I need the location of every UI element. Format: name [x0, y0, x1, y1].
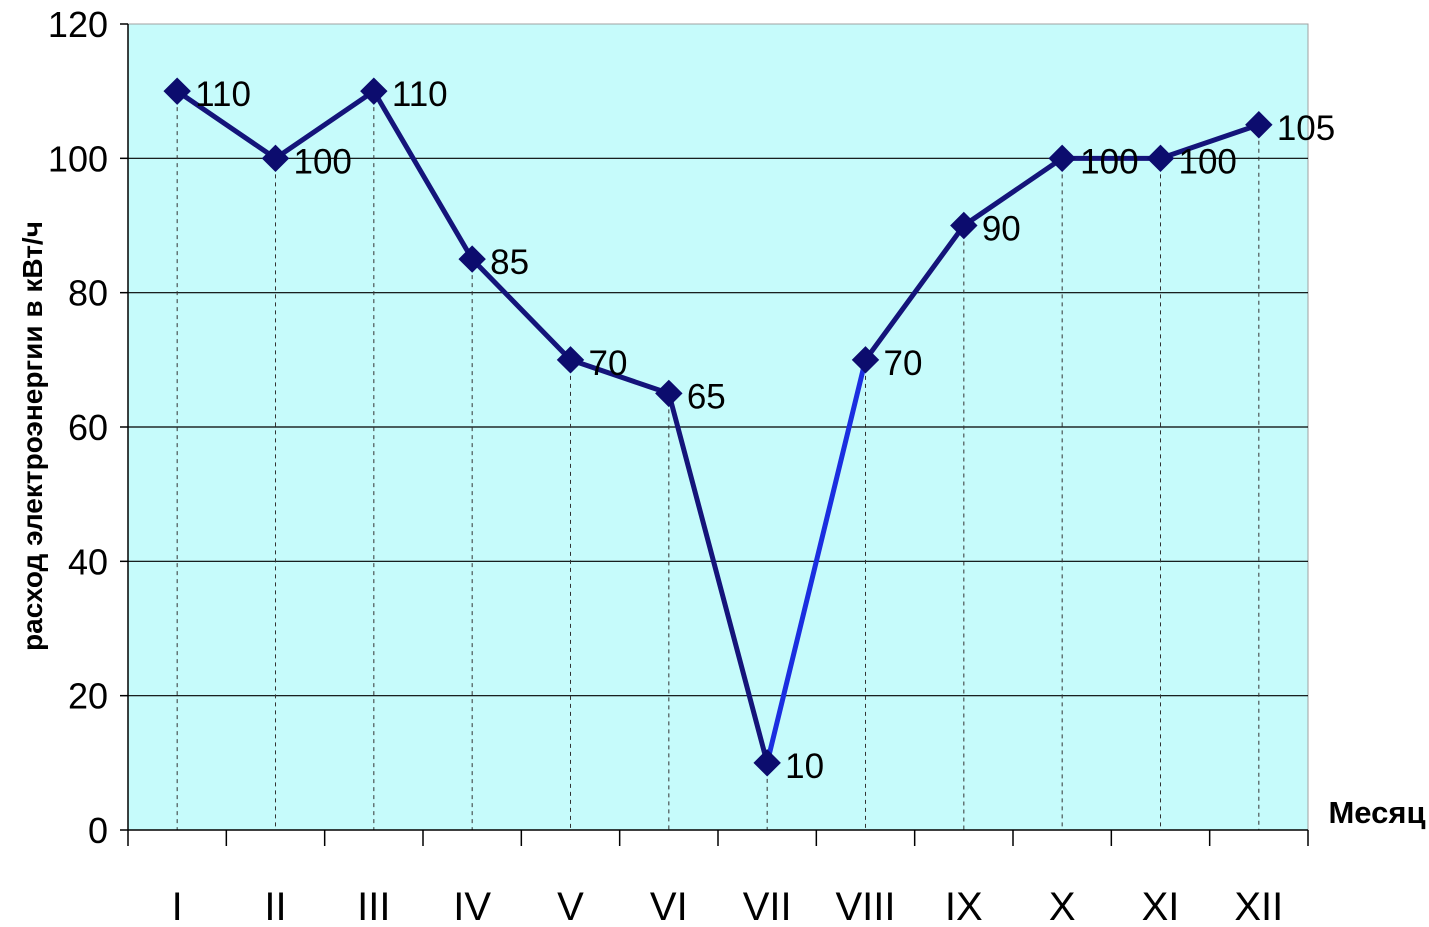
data-label-III: 110: [392, 75, 448, 114]
y-tick-labels: 0 20 40 60 80 100 120: [48, 4, 108, 851]
series-segment-XI-XII: [1158, 122, 1262, 161]
x-tick-label-V: V: [557, 885, 584, 927]
y-tick-label-120: 120: [48, 4, 108, 45]
data-point-VIII: [851, 346, 880, 374]
series-segment-V-VI: [568, 357, 672, 396]
data-label-IV: 85: [490, 243, 529, 282]
x-tick-label-X: X: [1049, 885, 1076, 927]
series-segment-VIII-IX: [863, 223, 967, 363]
series-segment-IX-X: [961, 155, 1065, 228]
data-label-IX: 90: [982, 210, 1021, 249]
x-tick-label-VIII: VIII: [835, 885, 895, 927]
data-label-I: 110: [195, 75, 251, 114]
y-axis-title: расход электроэнергии в кВт/ч: [17, 221, 48, 651]
series-segment-IV-V: [469, 256, 573, 363]
y-tick-label-100: 100: [48, 138, 108, 179]
x-tick-label-VII: VII: [743, 885, 792, 927]
x-tick-label-IX: IX: [945, 885, 983, 927]
data-point-II: [261, 144, 290, 173]
data-point-III: [360, 77, 388, 105]
data-label-VI: 65: [687, 377, 726, 416]
data-point-X: [1048, 144, 1076, 173]
data-label-VIII: 70: [884, 344, 923, 383]
series-segment-I-II: [174, 88, 278, 161]
series-segment-VII-VIII: [764, 357, 868, 766]
data-label-XI: 100: [1179, 142, 1237, 181]
x-tick-label-II: II: [264, 885, 286, 927]
y-tick-label-40: 40: [68, 541, 108, 582]
series-segment-III-IV: [371, 88, 475, 262]
series-markers: [163, 77, 1273, 777]
data-label-X: 100: [1080, 142, 1138, 181]
x-tick-label-III: III: [357, 885, 390, 927]
x-tick-label-I: I: [172, 885, 183, 927]
data-point-XII: [1245, 111, 1273, 139]
data-label-XII: 105: [1277, 109, 1335, 148]
series-line: [174, 88, 1262, 766]
x-tick-label-VI: VI: [650, 885, 688, 927]
x-tick-label-XII: XII: [1234, 885, 1283, 927]
y-tick-label-20: 20: [68, 676, 108, 717]
data-point-VII: [753, 749, 781, 777]
x-tick-labels: I II III IV V VI VII VIII IX X XI XII: [172, 885, 1284, 927]
x-tick-label-IV: IV: [453, 885, 491, 927]
series-segment-II-III: [273, 88, 377, 161]
data-label-VII: 10: [785, 747, 824, 786]
data-point-V: [556, 346, 585, 374]
data-label-V: 70: [589, 344, 628, 383]
y-tick-label-60: 60: [68, 407, 108, 448]
data-point-IV: [458, 245, 486, 273]
data-point-XI: [1146, 144, 1175, 173]
data-point-IX: [950, 211, 978, 240]
data-point-VI: [655, 379, 683, 408]
axes: [120, 23, 1309, 846]
data-point-I: [163, 77, 191, 105]
data-label-II: 100: [294, 142, 352, 181]
y-tick-label-80: 80: [68, 273, 108, 314]
x-tick-label-XI: XI: [1142, 885, 1180, 927]
y-tick-label-0: 0: [88, 810, 108, 851]
series-segment-VI-VII: [666, 390, 770, 766]
data-labels: 110 100 110 85 70 65 10 70 90 100 100 105: [195, 75, 1335, 786]
x-axis-title: Месяц: [1328, 795, 1425, 830]
